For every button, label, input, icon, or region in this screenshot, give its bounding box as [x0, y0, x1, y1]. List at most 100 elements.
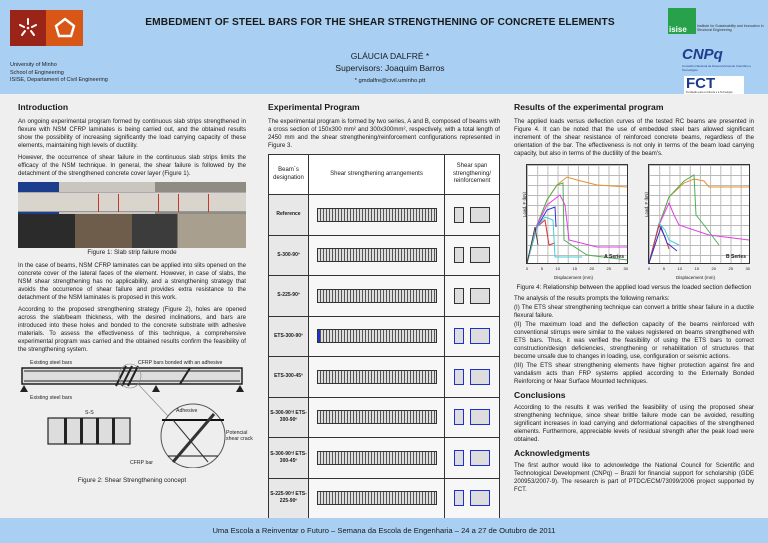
beam-designation: S-300-90º/ ETS-300-45º — [268, 437, 309, 479]
supervisors: Supervisors: Joaquim Barros — [335, 63, 445, 73]
plot-area: B Series — [648, 164, 750, 264]
beam-designation: ETS-300-45º — [268, 356, 309, 398]
experimental-paragraph: The experimental program is formed by tw… — [268, 118, 500, 149]
beam-designation: S-300-90º — [268, 234, 309, 276]
label-existing-steel-top: Existing steel bars — [30, 360, 73, 366]
figure-2-caption: Figure 2: Shear Strengthening concept — [77, 477, 187, 484]
x-tick: 5 — [540, 266, 543, 271]
label-section: S-S — [85, 410, 94, 416]
x-tick: 20 — [711, 266, 716, 271]
intro-paragraph-4: According to the proposed strengthening … — [18, 306, 246, 353]
experimental-heading: Experimental Program — [268, 102, 360, 112]
beam-diagram — [316, 450, 437, 465]
university-logo — [10, 10, 83, 46]
cnpq-logo-text: Conselho Nacional de Desenvolvimento Cie… — [682, 64, 752, 72]
beam-diagram — [316, 410, 437, 425]
fct-logo: FCT — [684, 76, 744, 96]
section-diagram — [445, 287, 499, 304]
x-tick: 25 — [728, 266, 733, 271]
label-potential-crack: Potencial shear crack — [226, 430, 253, 442]
table-row: S-300-90º/ ETS-300-90º — [268, 396, 500, 438]
section-diagram — [445, 490, 499, 507]
remark-3: (III) The ETS shear strengthening elemen… — [514, 362, 754, 385]
author-name: GLÁUCIA DALFRÉ * — [350, 51, 430, 61]
results-paragraph: The applied loads versus deflection curv… — [514, 118, 754, 157]
conclusions-heading: Conclusions — [514, 390, 566, 400]
engineering-pentagon-icon — [46, 10, 83, 46]
um-star-icon — [10, 10, 46, 46]
beam-diagram — [316, 491, 437, 506]
intro-paragraph-1: An ongoing experimental program formed b… — [18, 118, 246, 149]
label-cfrp-bonded: CFRP bars bonded with an adhesive — [138, 360, 223, 366]
x-axis-ticks: 0 5 10 15 20 25 30 — [526, 266, 628, 271]
introduction-column: Introduction An ongoing experimental pro… — [18, 94, 253, 518]
beam-designation: S-300-90º/ ETS-300-90º — [268, 396, 309, 438]
x-tick: 15 — [694, 266, 699, 271]
table-row: ETS-300-90º — [268, 315, 500, 357]
intro-paragraph-2: However, the occurrence of shear failure… — [18, 154, 246, 177]
x-tick: 10 — [555, 266, 560, 271]
fct-logo-text: Fundação para a Ciência e a Tecnologia — [686, 91, 733, 94]
x-tick: 10 — [677, 266, 682, 271]
acknowledgments-heading: Acknowledgments — [514, 448, 590, 458]
results-heading: Results of the experimental program — [514, 102, 664, 112]
plot-area: A Series — [526, 164, 628, 264]
table-row: S-300-90º — [268, 234, 500, 276]
x-axis-label: Displacement (mm) — [554, 275, 594, 280]
author-email: * gmdalfre@civil.uminho.ptt — [354, 78, 426, 84]
col-header-arrangements: Shear strengthening arrangements — [308, 154, 445, 195]
table-row: S-225-90º — [268, 275, 500, 317]
beam-diagram — [316, 329, 437, 344]
chart-a-series: Load, F (kN) A Series 0 5 10 15 20 25 30 — [514, 162, 632, 288]
section-diagram — [445, 449, 499, 466]
col-header-designation: Beam´s designation — [268, 154, 309, 195]
results-column: Results of the experimental program The … — [514, 94, 754, 518]
beam-designation: S-225-90º/ ETS-225-90º — [268, 477, 309, 519]
isise-logo-text: Institute for Sustainability and Innovat… — [697, 24, 764, 32]
remarks-intro: The analysis of the results prompts the … — [514, 295, 670, 302]
remark-1: (I) The ETS shear strengthening techniqu… — [514, 304, 754, 319]
table-row: S-225-90º/ ETS-225-90º — [268, 477, 500, 519]
cnpq-logo: CNPq — [682, 46, 723, 63]
school-name: School of Engineering — [10, 69, 64, 76]
shear-strengthening-diagram: Existing steel bars CFRP bars bonded wit… — [18, 358, 253, 476]
chart-series-label: A Series — [604, 254, 624, 260]
conclusions-paragraph: According to the results it was verified… — [514, 404, 754, 443]
beam-diagram — [316, 207, 437, 222]
poster-footer: Uma Escola a Reinventar o Futuro – Seman… — [0, 518, 768, 543]
intro-paragraph-3: In the case of beams, NSM CFRP laminates… — [18, 262, 246, 301]
x-axis-ticks: 0 5 10 15 20 25 30 — [648, 266, 750, 271]
author-block: GLÁUCIA DALFRÉ * Supervisors: Joaquim Ba… — [240, 50, 540, 74]
experimental-column: Experimental Program The experimental pr… — [268, 94, 500, 527]
poster-header: University of Minho School of Engineerin… — [0, 0, 768, 96]
acknowledgments-paragraph: The first author would like to acknowled… — [514, 462, 754, 493]
introduction-heading: Introduction — [18, 102, 69, 112]
x-tick: 0 — [526, 266, 529, 271]
poster-body: Introduction An ongoing experimental pro… — [0, 94, 768, 527]
x-tick: 15 — [572, 266, 577, 271]
chart-b-series: Load, F (kN) B Series 0 5 10 15 20 25 30 D — [636, 162, 754, 288]
beam-designation: S-225-90º — [268, 275, 309, 317]
table-row: Reference — [268, 194, 500, 236]
load-deflection-charts: Load, F (kN) A Series 0 5 10 15 20 25 30 — [514, 162, 754, 288]
table-row: ETS-300-45º — [268, 356, 500, 398]
x-tick: 0 — [648, 266, 651, 271]
x-tick: 20 — [589, 266, 594, 271]
x-axis-label: Displacement (mm) — [676, 275, 716, 280]
university-name: University of Minho — [10, 62, 57, 68]
x-tick: 25 — [606, 266, 611, 271]
label-adhesive: Adhesive — [176, 408, 198, 414]
beam-designation: Reference — [268, 194, 309, 236]
label-cfrp-bar: CFRP bar — [130, 460, 153, 466]
department-name: ISISE, Departament of Civil Engineering — [10, 77, 108, 83]
x-tick: 5 — [662, 266, 665, 271]
slab-failure-photo — [18, 182, 246, 248]
remark-2: (II) The maximum load and the deflection… — [514, 321, 754, 360]
x-tick: 30 — [745, 266, 750, 271]
section-diagram — [445, 409, 499, 426]
label-existing-steel-bottom: Existing steel bars — [30, 395, 73, 401]
chart-series-label: B Series — [725, 254, 746, 260]
col-header-shear-span: Shear span strengthening/ reinforcement — [444, 154, 500, 195]
section-diagram — [445, 368, 499, 385]
beam-diagram — [316, 369, 437, 384]
